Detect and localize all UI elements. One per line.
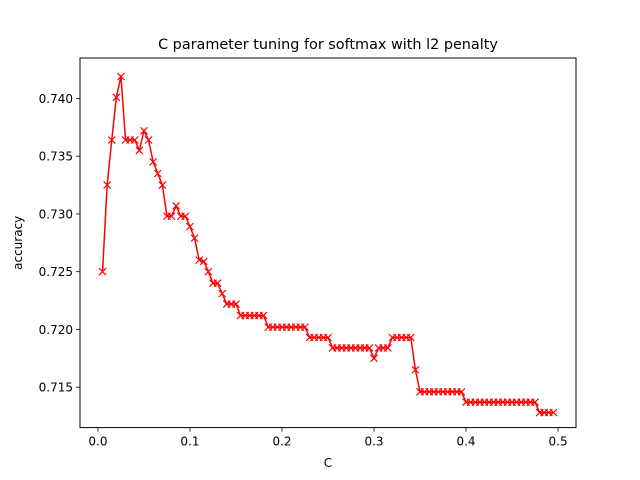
data-point-marker xyxy=(103,181,112,189)
data-point-marker xyxy=(153,169,162,178)
data-point-marker xyxy=(324,333,332,342)
chart-title: C parameter tuning for softmax with l2 p… xyxy=(158,37,498,53)
data-point-marker xyxy=(301,323,309,332)
x-tick-label: 0.1 xyxy=(180,435,199,449)
data-point-marker xyxy=(181,212,190,221)
plot-area xyxy=(98,72,558,417)
y-tick-label: 0.735 xyxy=(39,150,73,164)
x-axis-label: C xyxy=(324,456,332,470)
data-point-marker xyxy=(135,146,144,155)
data-point-marker xyxy=(411,365,420,374)
data-point-marker xyxy=(204,267,213,276)
data-point-marker xyxy=(213,279,222,288)
x-tick-label: 0.2 xyxy=(272,435,291,449)
y-axis: 0.715 0.720 0.725 0.730 0.735 0.740 xyxy=(39,92,80,395)
data-point-marker xyxy=(144,136,153,144)
series-layer xyxy=(98,72,558,417)
data-point-marker xyxy=(158,181,167,189)
data-point-marker xyxy=(457,387,466,396)
data-point-marker xyxy=(365,343,374,352)
data-point-marker xyxy=(406,333,415,342)
x-tick-label: 0.5 xyxy=(549,435,568,449)
x-tick-label: 0.3 xyxy=(364,435,383,449)
y-tick-label: 0.725 xyxy=(39,265,73,279)
data-point-marker xyxy=(549,408,558,417)
axes-frame xyxy=(79,57,577,429)
data-point-marker xyxy=(167,212,176,221)
data-point-marker xyxy=(259,311,268,320)
y-tick-label: 0.715 xyxy=(39,381,73,395)
x-tick-label: 0.0 xyxy=(88,435,107,449)
x-axis: 0.0 0.1 0.2 0.3 0.4 0.5 xyxy=(88,427,568,449)
data-point-marker xyxy=(112,93,121,102)
data-point-marker xyxy=(195,256,204,265)
data-point-marker xyxy=(190,234,199,243)
data-point-marker xyxy=(370,354,378,363)
data-point-marker xyxy=(383,343,392,352)
data-point-marker xyxy=(172,201,181,210)
data-point-marker xyxy=(199,257,208,266)
data-point-marker xyxy=(98,267,107,276)
y-tick-label: 0.730 xyxy=(39,207,73,221)
x-tick-label: 0.4 xyxy=(456,435,475,449)
y-axis-label: accuracy xyxy=(11,216,25,270)
data-point-marker xyxy=(130,136,139,144)
data-point-marker xyxy=(107,136,116,144)
data-point-marker xyxy=(140,126,148,135)
data-point-marker xyxy=(149,158,158,166)
data-point-marker xyxy=(232,300,240,308)
data-point-marker xyxy=(218,289,227,298)
data-point-marker xyxy=(186,222,194,231)
y-tick-label: 0.740 xyxy=(39,92,73,106)
data-point-marker xyxy=(117,72,125,81)
data-point-marker xyxy=(531,398,539,407)
y-tick-label: 0.720 xyxy=(39,323,73,337)
